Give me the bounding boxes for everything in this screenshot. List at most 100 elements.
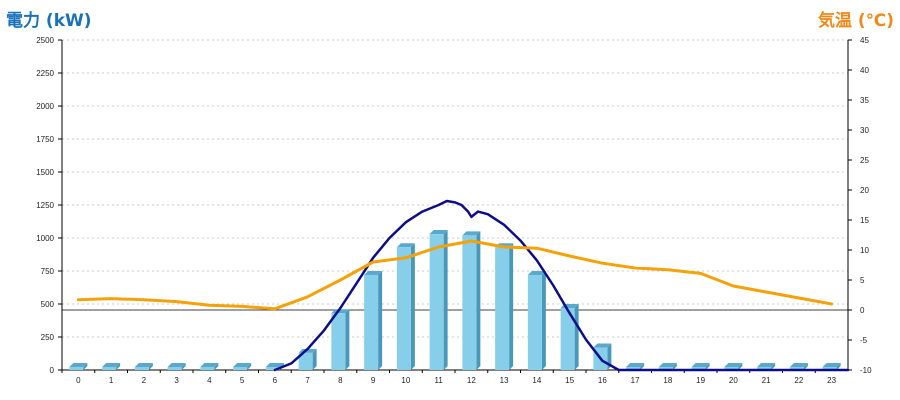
- x-tick-label: 13: [500, 376, 509, 385]
- right-tick-label: 30: [860, 126, 869, 135]
- right-tick-label: 35: [860, 96, 869, 105]
- power-bar: [102, 363, 121, 370]
- right-tick-label: -10: [860, 366, 872, 375]
- power-bar: [593, 343, 612, 370]
- left-tick-label: 500: [41, 300, 55, 309]
- bar-front: [691, 367, 706, 370]
- x-tick-label: 21: [762, 376, 771, 385]
- bar-front: [789, 367, 804, 370]
- right-tick-label: 5: [860, 276, 865, 285]
- power-bar: [658, 363, 677, 370]
- bar-top: [757, 363, 776, 367]
- right-tick-label: 0: [860, 306, 865, 315]
- bar-side: [312, 348, 317, 370]
- power-bar: [167, 363, 186, 370]
- x-tick-label: 7: [305, 376, 310, 385]
- left-tick-label: 1000: [36, 234, 54, 243]
- power-bar: [331, 309, 350, 370]
- bar-side: [672, 363, 677, 370]
- right-tick-label: -5: [860, 336, 868, 345]
- power-bar: [789, 363, 808, 370]
- bar-side: [509, 243, 514, 370]
- bar-front: [396, 247, 411, 370]
- bar-top: [822, 363, 841, 367]
- x-tick-label: 17: [631, 376, 640, 385]
- power-bar: [626, 363, 645, 370]
- x-tick-label: 8: [338, 376, 343, 385]
- x-tick-label: 23: [827, 376, 836, 385]
- x-tick-label: 0: [76, 376, 81, 385]
- bar-top: [364, 270, 383, 275]
- left-tick-label: 250: [41, 333, 55, 342]
- x-tick-label: 2: [142, 376, 147, 385]
- bar-side: [247, 363, 252, 370]
- x-tick-label: 12: [467, 376, 476, 385]
- bar-side: [640, 363, 645, 370]
- temperature-line: [76, 239, 834, 311]
- bar-top: [134, 363, 153, 367]
- left-tick-label: 0: [50, 366, 55, 375]
- left-tick-label: 2000: [36, 102, 54, 111]
- x-tick-label: 15: [565, 376, 574, 385]
- bar-side: [476, 231, 481, 370]
- bar-top: [167, 363, 186, 367]
- axes: [58, 39, 852, 373]
- bar-front: [429, 234, 444, 370]
- x-tick-label: 19: [696, 376, 705, 385]
- x-tick-label: 3: [174, 376, 179, 385]
- bar-side: [738, 363, 743, 370]
- bar-top: [724, 363, 743, 367]
- tick-labels: 02505007501000125015001750200022502500-1…: [36, 36, 872, 385]
- x-tick-label: 6: [273, 376, 278, 385]
- bar-top: [200, 363, 219, 367]
- bar-side: [83, 363, 88, 370]
- right-tick-label: 40: [860, 66, 869, 75]
- left-tick-label: 2500: [36, 36, 54, 45]
- x-tick-label: 20: [729, 376, 738, 385]
- bar-top: [233, 363, 252, 367]
- right-axis-title: 気温 (℃): [817, 11, 894, 31]
- bar-top: [626, 363, 645, 367]
- power-bar: [724, 363, 743, 370]
- bar-front: [134, 367, 149, 370]
- bar-side: [574, 303, 579, 370]
- power-bar: [527, 270, 546, 370]
- left-tick-label: 2250: [36, 69, 54, 78]
- power-bar: [691, 363, 710, 370]
- bar-front: [560, 307, 575, 370]
- bar-front: [298, 352, 313, 370]
- bar-side: [836, 363, 841, 370]
- right-tick-label: 15: [860, 216, 869, 225]
- bar-side: [410, 243, 415, 370]
- power-line: [273, 199, 850, 372]
- x-tick-label: 22: [794, 376, 803, 385]
- bar-top: [789, 363, 808, 367]
- series-lines: [76, 199, 850, 372]
- power-bar: [233, 363, 252, 370]
- bar-front: [233, 367, 248, 370]
- x-tick-label: 4: [207, 376, 212, 385]
- bar-top: [265, 363, 284, 367]
- bar-top: [593, 343, 612, 348]
- bar-front: [265, 367, 280, 370]
- x-tick-label: 1: [109, 376, 114, 385]
- gridlines: [62, 39, 848, 338]
- power-bar: [822, 363, 841, 370]
- bar-side: [378, 270, 383, 370]
- bar-top: [462, 231, 481, 236]
- right-tick-label: 10: [860, 246, 869, 255]
- power-bar: [134, 363, 153, 370]
- bar-side: [803, 363, 808, 370]
- x-tick-label: 11: [434, 376, 443, 385]
- bar-front: [527, 274, 542, 370]
- power-bar: [364, 270, 383, 370]
- bar-side: [705, 363, 710, 370]
- power-bar: [200, 363, 219, 370]
- bar-top: [658, 363, 677, 367]
- power-bar: [69, 363, 88, 370]
- left-axis-title: 電力 (kW): [6, 11, 92, 31]
- bar-front: [724, 367, 739, 370]
- bar-top: [396, 243, 415, 248]
- power-bar: [298, 348, 317, 370]
- bar-side: [148, 363, 153, 370]
